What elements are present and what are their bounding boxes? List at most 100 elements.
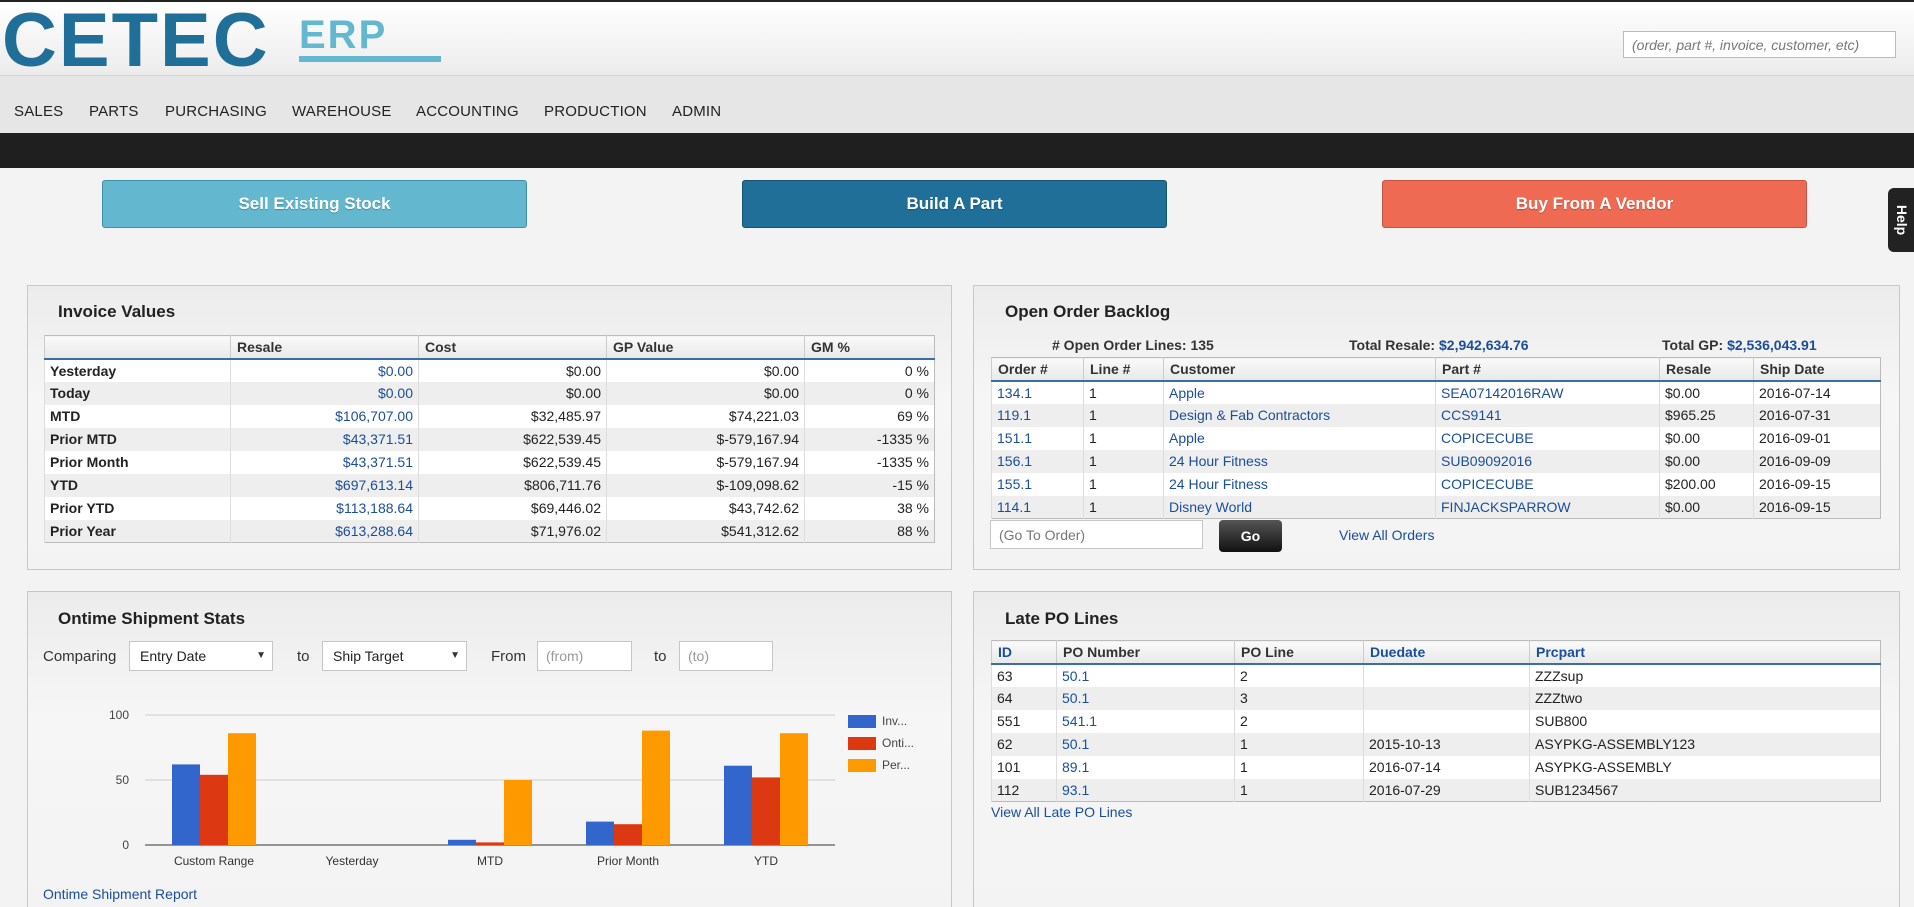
compare-to-select[interactable]: Ship Target ▼ — [322, 641, 467, 671]
nav-sales[interactable]: SALES — [14, 103, 64, 120]
column-header-prcpart[interactable]: Prcpart — [1529, 640, 1881, 665]
go-to-order-input[interactable] — [990, 520, 1203, 549]
table-cell[interactable]: $43,371.51 — [230, 450, 419, 474]
nav-purchasing[interactable]: PURCHASING — [165, 103, 268, 120]
table-cell: $-579,167.94 — [606, 450, 805, 474]
buy-from-vendor-button[interactable]: Buy From A Vendor — [1382, 180, 1807, 228]
chart-bar[interactable] — [780, 733, 808, 845]
cetec-erp-logo[interactable]: CETEC ERP — [2, 4, 452, 72]
table-cell[interactable]: Disney World — [1163, 495, 1436, 519]
chart-bar[interactable] — [642, 730, 670, 845]
column-header-gm-pct[interactable]: GM % — [804, 335, 935, 360]
to-date-input[interactable] — [679, 641, 773, 671]
column-header-id[interactable]: ID — [991, 640, 1057, 665]
table-cell[interactable]: COPICECUBE — [1435, 472, 1660, 496]
table-cell[interactable]: SUB09092016 — [1435, 449, 1660, 473]
table-cell[interactable]: 151.1 — [991, 426, 1084, 450]
column-header-duedate[interactable]: Duedate — [1363, 640, 1530, 665]
table-cell[interactable]: SEA07142016RAW — [1435, 380, 1660, 404]
column-header-customer[interactable]: Customer — [1163, 357, 1436, 382]
nav-parts[interactable]: PARTS — [89, 103, 139, 120]
chart-bar[interactable] — [614, 824, 642, 845]
nav-production[interactable]: PRODUCTION — [544, 103, 647, 120]
column-header-resale[interactable]: Resale — [230, 335, 419, 360]
ontime-shipment-title: Ontime Shipment Stats — [58, 609, 246, 628]
chart-bar[interactable] — [448, 839, 476, 845]
sell-existing-stock-button[interactable]: Sell Existing Stock — [102, 180, 527, 228]
global-search-input[interactable] — [1623, 31, 1896, 58]
table-cell[interactable]: 93.1 — [1056, 778, 1235, 802]
table-row: Prior Year $613,288.64 $71,976.02 $541,312.… — [44, 519, 935, 543]
column-header-order[interactable]: Order # — [991, 357, 1084, 382]
table-cell[interactable]: $43,371.51 — [230, 427, 419, 451]
column-header-line[interactable]: Line # — [1083, 357, 1164, 382]
chart-bar[interactable] — [476, 842, 504, 845]
table-cell[interactable]: 50.1 — [1056, 663, 1235, 687]
table-cell: 2015-10-13 — [1363, 732, 1530, 756]
total-gp-value: $2,536,043.91 — [1727, 337, 1817, 353]
legend-item[interactable]: Inv... — [848, 714, 907, 728]
table-cell: $43,742.62 — [606, 496, 805, 520]
go-button[interactable]: Go — [1219, 520, 1282, 552]
ontime-shipment-report-link[interactable]: Ontime Shipment Report — [43, 886, 198, 902]
table-row: 134.1 1 Apple SEA07142016RAW $0.00 2016-07-14 — [991, 380, 1881, 404]
table-cell[interactable]: CCS9141 — [1435, 403, 1660, 427]
chart-bar[interactable] — [586, 821, 614, 845]
column-header-cost[interactable]: Cost — [418, 335, 607, 360]
help-tab[interactable]: Help — [1888, 188, 1914, 252]
table-cell[interactable]: 119.1 — [991, 403, 1084, 427]
from-date-input[interactable] — [537, 641, 632, 671]
column-header-gp-value[interactable]: GP Value — [606, 335, 805, 360]
table-cell: 64 — [991, 686, 1057, 710]
column-header-ship-date[interactable]: Ship Date — [1753, 357, 1881, 382]
x-tick-label: YTD — [754, 854, 778, 868]
compare-from-select[interactable]: Entry Date ▼ — [129, 641, 273, 671]
table-cell[interactable]: 114.1 — [991, 495, 1084, 519]
table-cell[interactable]: Design & Fab Contractors — [1163, 403, 1436, 427]
column-header-po-line[interactable]: PO Line — [1234, 640, 1364, 665]
table-row: YTD $697,613.14 $806,711.76 $-109,098.62 -15… — [44, 473, 935, 497]
table-cell[interactable]: 89.1 — [1056, 755, 1235, 779]
chart-bar[interactable] — [724, 765, 752, 845]
view-all-orders-link[interactable]: View All Orders — [1339, 527, 1435, 543]
table-cell[interactable]: 134.1 — [991, 380, 1084, 404]
table-cell[interactable]: $106,707.00 — [230, 404, 419, 428]
nav-warehouse[interactable]: WAREHOUSE — [292, 103, 392, 120]
total-resale-stat: Total Resale: $2,942,634.76 — [1349, 337, 1529, 353]
table-cell[interactable]: $0.00 — [230, 358, 419, 382]
table-cell[interactable]: $113,188.64 — [230, 496, 419, 520]
column-header-po-number[interactable]: PO Number — [1056, 640, 1235, 665]
chart-bar[interactable] — [504, 780, 532, 845]
table-cell[interactable]: 541.1 — [1056, 709, 1235, 733]
table-cell[interactable]: 24 Hour Fitness — [1163, 449, 1436, 473]
build-a-part-button[interactable]: Build A Part — [742, 180, 1167, 228]
chart-bar[interactable] — [228, 733, 256, 845]
chart-bar[interactable] — [200, 774, 228, 845]
table-cell[interactable]: $0.00 — [230, 381, 419, 405]
table-cell[interactable]: $613,288.64 — [230, 519, 419, 543]
table-cell: $0.00 — [1659, 380, 1754, 404]
table-cell[interactable]: FINJACKSPARROW — [1435, 495, 1660, 519]
table-cell: SUB1234567 — [1529, 778, 1881, 802]
table-cell[interactable]: 156.1 — [991, 449, 1084, 473]
table-cell: -1335 % — [804, 427, 935, 451]
nav-accounting[interactable]: ACCOUNTING — [416, 103, 519, 120]
column-header-resale[interactable]: Resale — [1659, 357, 1754, 382]
legend-item[interactable]: Per... — [848, 758, 910, 772]
table-cell[interactable]: Apple — [1163, 426, 1436, 450]
legend-item[interactable]: Onti... — [848, 736, 914, 750]
table-cell[interactable]: 155.1 — [991, 472, 1084, 496]
table-row: 62 50.1 1 2015-10-13 ASYPKG-ASSEMBLY123 — [991, 732, 1881, 756]
table-cell[interactable]: 24 Hour Fitness — [1163, 472, 1436, 496]
row-label: Prior Month — [44, 450, 231, 474]
column-header-part[interactable]: Part # — [1435, 357, 1660, 382]
table-cell[interactable]: 50.1 — [1056, 732, 1235, 756]
chart-bar[interactable] — [752, 777, 780, 845]
table-cell[interactable]: $697,613.14 — [230, 473, 419, 497]
view-all-late-po-link[interactable]: View All Late PO Lines — [991, 804, 1133, 820]
nav-admin[interactable]: ADMIN — [672, 103, 722, 120]
table-cell[interactable]: Apple — [1163, 380, 1436, 404]
table-cell[interactable]: 50.1 — [1056, 686, 1235, 710]
table-cell[interactable]: COPICECUBE — [1435, 426, 1660, 450]
chart-bar[interactable] — [172, 764, 200, 845]
